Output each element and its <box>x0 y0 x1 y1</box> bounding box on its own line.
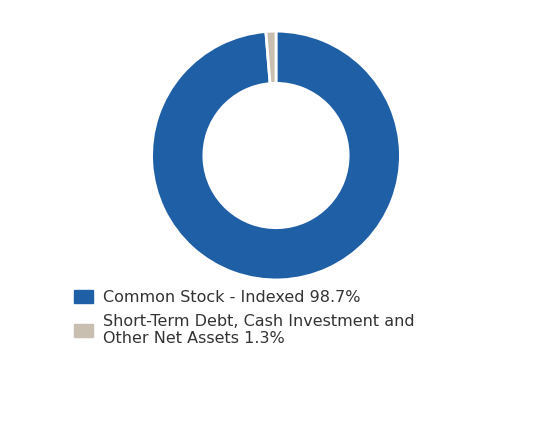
Wedge shape <box>266 31 276 84</box>
Wedge shape <box>152 31 400 280</box>
Legend: Common Stock - Indexed 98.7%, Short-Term Debt, Cash Investment and
Other Net Ass: Common Stock - Indexed 98.7%, Short-Term… <box>74 290 415 346</box>
